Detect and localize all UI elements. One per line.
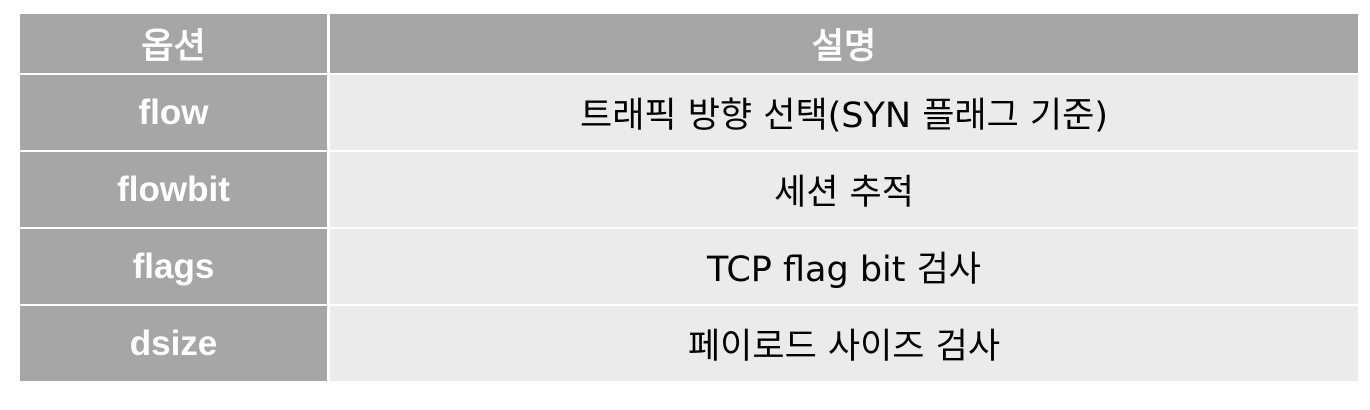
description-cell: 트래픽 방향 선택(SYN 플래그 기준) [330,75,1358,150]
description-cell: 세션 추적 [330,152,1358,227]
option-cell: flags [20,229,330,304]
table-row: dsize 페이로드 사이즈 검사 [20,306,1358,383]
option-cell: flow [20,75,330,150]
option-cell: flowbit [20,152,330,227]
option-cell: dsize [20,306,330,381]
options-table: 옵션 설명 flow 트래픽 방향 선택(SYN 플래그 기준) flowbit… [20,14,1358,383]
description-cell: 페이로드 사이즈 검사 [330,306,1358,381]
table-row: flow 트래픽 방향 선택(SYN 플래그 기준) [20,75,1358,152]
table-row: flags TCP flag bit 검사 [20,229,1358,306]
table-row: flowbit 세션 추적 [20,152,1358,229]
description-cell: TCP flag bit 검사 [330,229,1358,304]
header-description: 설명 [330,14,1358,73]
table-header-row: 옵션 설명 [20,14,1358,75]
header-option: 옵션 [20,14,330,73]
